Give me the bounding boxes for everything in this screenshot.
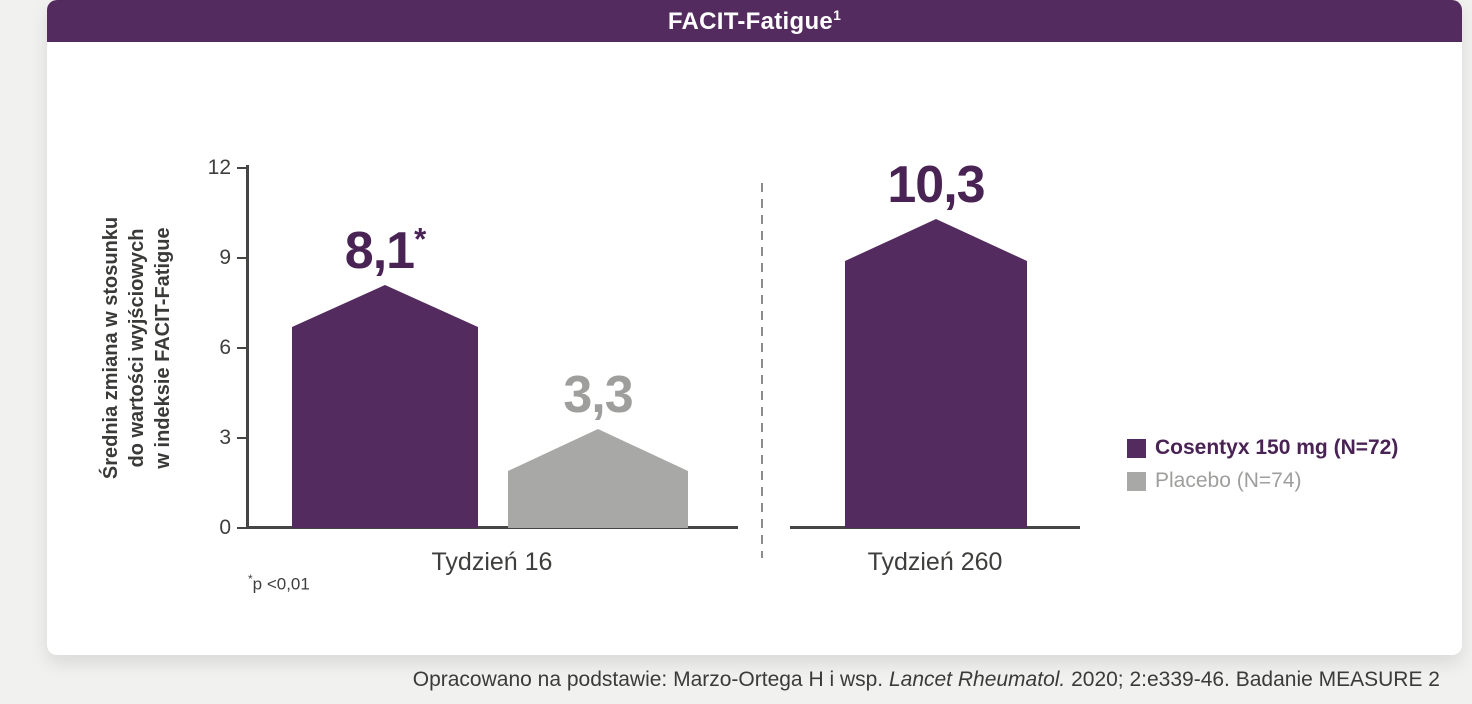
- citation-prefix: Opracowano na podstawie: Marzo-Ortega H …: [412, 668, 889, 691]
- y-axis-tick: [237, 257, 246, 259]
- legend: Cosentyx 150 mg (N=72) Placebo (N=74): [1127, 436, 1398, 493]
- y-axis-tick-label: 0: [219, 516, 231, 539]
- chart-title-superscript: 1: [833, 6, 842, 23]
- y-axis-tick: [237, 527, 246, 529]
- y-axis-tick: [237, 437, 246, 439]
- chart-card: [47, 0, 1462, 655]
- y-axis-label: Średnia zmiana w stosunku do wartości wy…: [98, 217, 176, 479]
- x-axis-baseline: [246, 526, 738, 529]
- y-axis-tick: [237, 347, 246, 349]
- x-axis-category-label: Tydzień 260: [867, 548, 1003, 576]
- citation-suffix: 2020; 2:e339-46. Badanie MEASURE 2: [1065, 668, 1440, 691]
- pvalue-footnote: *p <0,01: [248, 572, 310, 595]
- legend-color-swatch: [1127, 438, 1146, 458]
- y-axis-tick-label: 6: [219, 336, 231, 359]
- legend-item-label: Placebo (N=74): [1155, 469, 1302, 492]
- bar-placebo-tydzień-16: [508, 429, 688, 528]
- legend-color-swatch: [1127, 471, 1146, 491]
- y-axis-label-line-1: Średnia zmiana w stosunku: [100, 216, 122, 480]
- bar-cosentyx-tydzień-260: [845, 219, 1027, 528]
- source-citation: Opracowano na podstawie: Marzo-Ortega H …: [413, 668, 1440, 692]
- legend-item: Cosentyx 150 mg (N=72): [1127, 436, 1398, 460]
- legend-item: Placebo (N=74): [1127, 469, 1398, 493]
- y-axis-tick-label: 3: [219, 426, 231, 449]
- bar-cosentyx-tydzień-16: [292, 285, 478, 528]
- group-divider-dashed-line: [761, 183, 763, 558]
- chart-title-text: FACIT-Fatigue: [667, 7, 834, 35]
- y-axis-tick-label: 12: [207, 156, 231, 179]
- y-axis-tick: [237, 167, 246, 169]
- y-axis-line: [246, 165, 249, 528]
- bar-value-label: 10,3: [887, 156, 985, 214]
- significance-asterisk: *: [414, 221, 426, 257]
- bar-value-label: 8,1*: [344, 221, 426, 280]
- chart-title: FACIT-Fatigue1: [668, 7, 841, 36]
- y-axis-tick-label: 9: [219, 246, 231, 269]
- x-axis-category-label: Tydzień 16: [431, 548, 553, 576]
- bar-value-label: 3,3: [563, 366, 633, 424]
- citation-journal-italic: Lancet Rheumatol.: [888, 668, 1066, 691]
- y-axis-label-line-3: w indeksie FACIT-Fatigue: [152, 227, 174, 469]
- footnote-asterisk: *: [248, 572, 253, 586]
- footnote-text: p <0,01: [252, 574, 310, 594]
- chart-header-bar: FACIT-Fatigue1: [47, 0, 1462, 42]
- y-axis-label-line-2: do wartości wyjściowych: [126, 228, 148, 468]
- legend-item-label: Cosentyx 150 mg (N=72): [1155, 436, 1399, 459]
